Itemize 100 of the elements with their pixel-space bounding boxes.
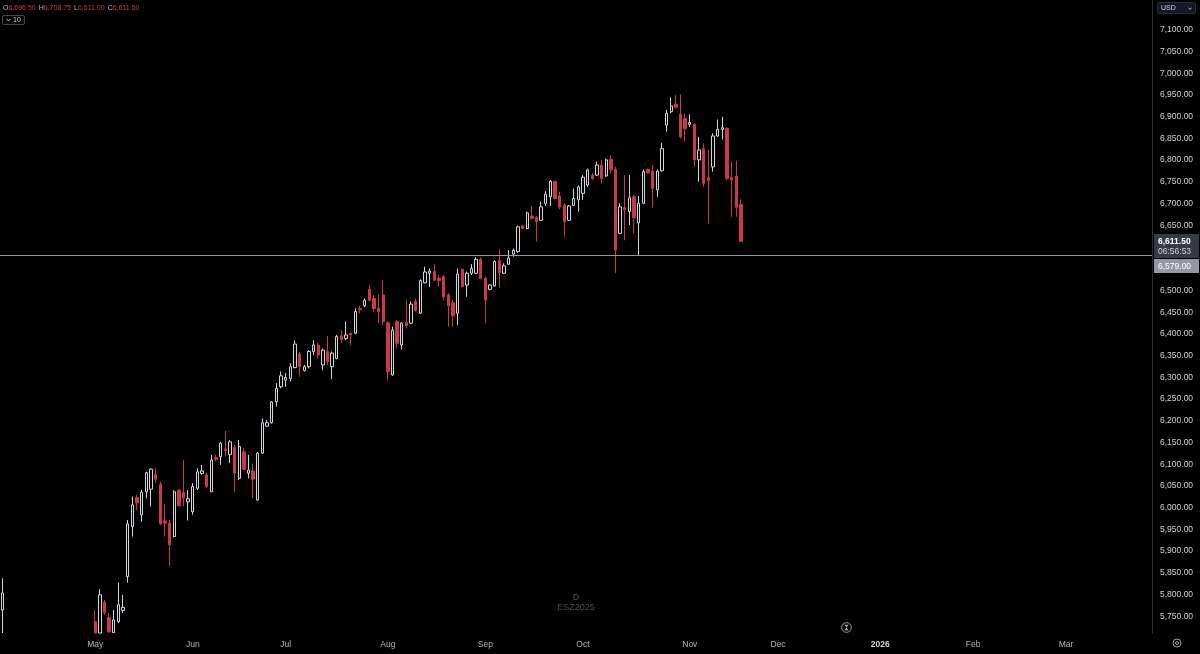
candlestick: [140, 489, 143, 523]
x-tick-label: Jun: [185, 638, 200, 649]
y-tick-label: 6,700.00: [1160, 197, 1194, 208]
candlestick: [521, 224, 524, 230]
y-tick-label: 6,050.00: [1160, 480, 1194, 491]
candlestick: [279, 370, 283, 389]
candlestick: [405, 299, 408, 329]
x-tick-label: Dec: [770, 638, 787, 649]
annotation: D: [572, 592, 580, 602]
candlestick: [233, 444, 236, 493]
x-tick-label: Aug: [380, 638, 396, 649]
candlestick: [344, 321, 348, 341]
x-tick-label: Sep: [477, 638, 494, 649]
candlestick: [386, 321, 390, 381]
candlestick: [363, 297, 366, 308]
y-tick-label: 6,100.00: [1160, 458, 1194, 469]
candlestick: [600, 159, 603, 184]
candlestick: [479, 256, 482, 280]
candlestick: [275, 382, 278, 408]
price-tag: 6,579.00: [1154, 259, 1199, 274]
y-tick-label: 6,350.00: [1160, 349, 1194, 360]
candlestick: [103, 599, 106, 616]
y-tick-label: 7,100.00: [1160, 24, 1194, 35]
x-tick-label: Feb: [965, 638, 981, 649]
candlestick: [382, 279, 385, 326]
candlestick: [409, 301, 413, 325]
candlestick: [632, 194, 636, 234]
candlestick: [354, 307, 357, 335]
candlestick: [660, 142, 664, 173]
y-tick-label: 5,800.00: [1160, 588, 1194, 599]
candlestick: [637, 195, 640, 256]
y-tick-label: 5,900.00: [1160, 545, 1194, 556]
candlestick: [224, 430, 227, 458]
candlestick: [595, 161, 599, 177]
candlestick: [507, 249, 510, 266]
y-tick-label: 6,850.00: [1160, 132, 1194, 143]
y-tick-label: 6,200.00: [1160, 415, 1194, 426]
candlestick: [674, 94, 678, 110]
candlestick: [214, 454, 218, 462]
candlestick: [326, 335, 329, 366]
candlestick: [591, 172, 594, 181]
y-tick-label: 6,950.00: [1160, 89, 1194, 100]
x-tick-label: May: [87, 638, 104, 649]
candlestick: [321, 347, 325, 371]
candlestick: [210, 454, 213, 493]
y-tick-label: 6,250.00: [1160, 393, 1194, 404]
y-tick-label: 6,900.00: [1160, 111, 1194, 121]
y-tick-label: 6,650.00: [1160, 219, 1194, 230]
candlestick: [135, 494, 139, 511]
candlestick: [391, 326, 394, 377]
candlestick: [131, 496, 134, 538]
y-tick-label: 6,800.00: [1160, 154, 1194, 165]
y-tick-label: 6,750.00: [1160, 176, 1194, 187]
candlestick: [563, 202, 566, 238]
candlestick: [642, 168, 645, 205]
candlestick: [242, 447, 246, 471]
candlestick: [94, 609, 97, 634]
candlestick: [456, 267, 459, 326]
y-tick-label: 7,050.00: [1160, 45, 1194, 56]
candlestick: [247, 454, 250, 479]
candlestick: [219, 441, 222, 466]
candlestick: [340, 329, 343, 344]
y-tick-label: 6,000.00: [1160, 502, 1194, 513]
annotation: ESZ2025: [557, 602, 595, 612]
candlestick: [98, 588, 102, 634]
candlestick: [126, 519, 129, 584]
candlestick: [414, 297, 417, 312]
candlestick: [544, 190, 547, 207]
candlestick: [149, 467, 153, 508]
candlestick: [549, 179, 552, 207]
y-tick-label: 5,750.00: [1160, 610, 1194, 621]
y-tick-label: 6,450.00: [1160, 306, 1194, 317]
candlestick: [154, 467, 157, 484]
candlestick: [628, 174, 631, 226]
candlestick: [205, 472, 208, 489]
candlestick: [358, 305, 362, 314]
candlestick: [484, 276, 487, 324]
candlestick: [539, 201, 543, 222]
candlestick: [317, 342, 320, 359]
x-tick-label: 2026: [870, 638, 890, 649]
candlestick: [228, 439, 232, 464]
candlestick: [395, 319, 399, 349]
y-tick-label: 6,300.00: [1160, 371, 1194, 382]
candlestick: [702, 142, 705, 188]
y-tick-label: 5,950.00: [1160, 523, 1194, 534]
y-tick-label: 5,850.00: [1160, 567, 1194, 578]
candlestick: [502, 262, 506, 275]
x-tick-label: Oct: [576, 638, 591, 649]
candlestick: [1, 577, 4, 634]
x-tick-label: Jul: [280, 638, 292, 649]
y-tick-label: 7,000.00: [1160, 67, 1194, 78]
candlestick: [349, 332, 352, 346]
candlestick: [474, 256, 478, 275]
candlestick: [461, 267, 464, 288]
candlestick: [400, 321, 403, 351]
candlestick: [656, 168, 659, 198]
candlestick: [107, 612, 111, 634]
candlestick: [623, 174, 626, 241]
candlestick: [670, 96, 673, 114]
candlestick: [688, 113, 691, 128]
